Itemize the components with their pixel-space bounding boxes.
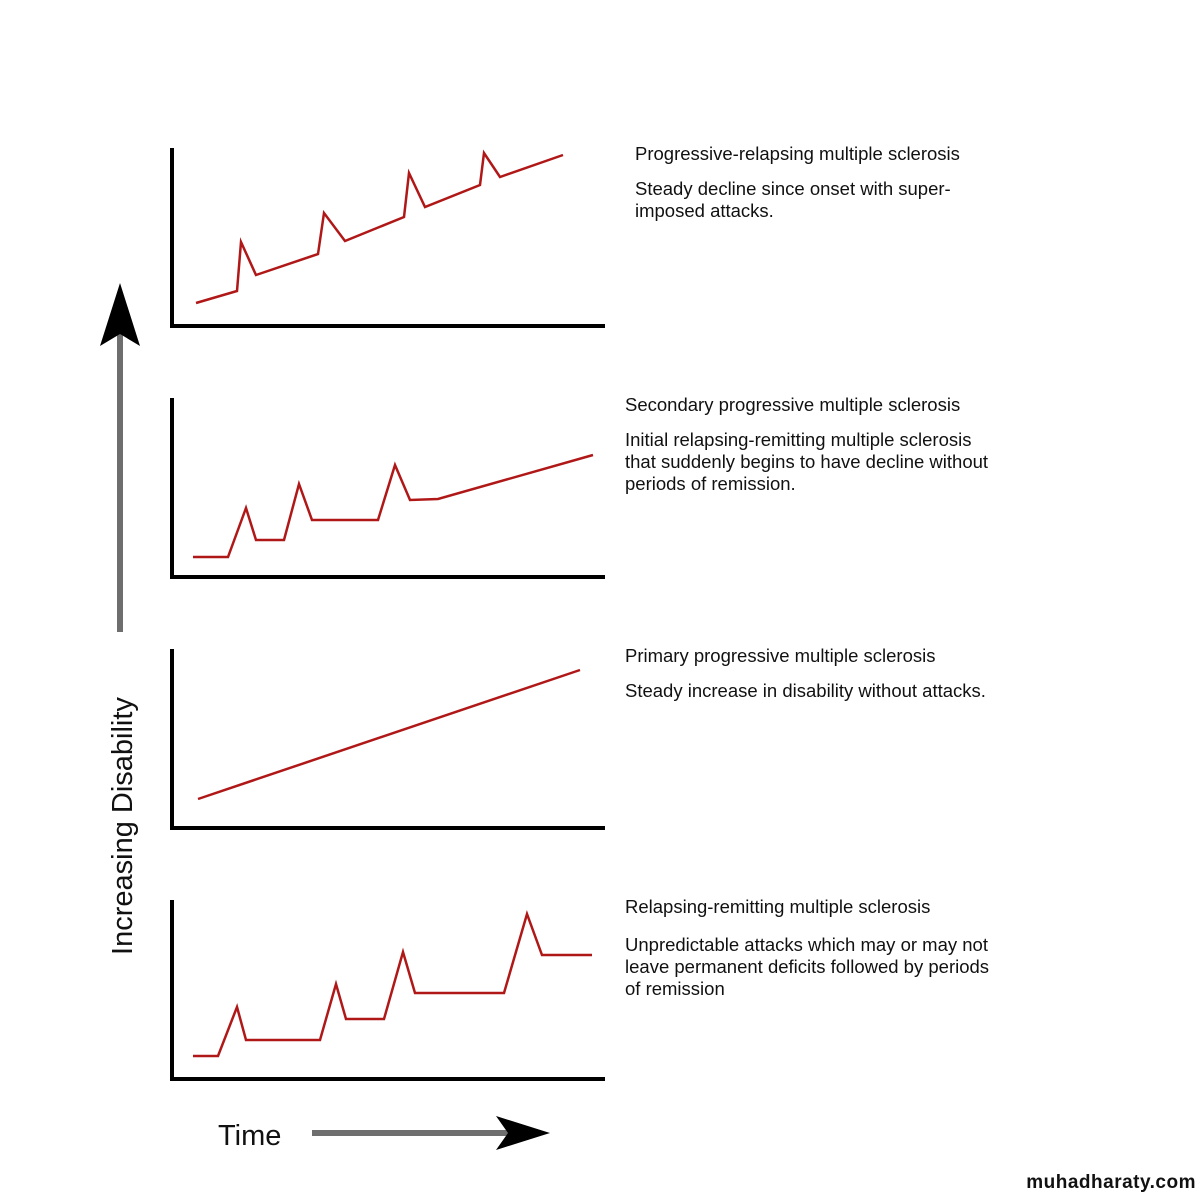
x-axis-label: Time <box>218 1120 281 1152</box>
x-arrow-head <box>496 1116 550 1150</box>
y-axis-label: Increasing Disability <box>107 697 139 955</box>
panel-title: Relapsing-remitting multiple sclerosis <box>625 896 930 917</box>
axes <box>170 148 605 328</box>
panel-description: periods of remission. <box>625 473 796 494</box>
panel: Secondary progressive multiple sclerosis… <box>170 394 988 579</box>
panel-description: Initial relapsing-remitting multiple scl… <box>625 429 972 450</box>
curve <box>195 149 564 305</box>
axes <box>170 649 605 830</box>
panel-description: imposed attacks. <box>635 200 774 221</box>
panel-description: Unpredictable attacks which may or may n… <box>625 934 988 955</box>
axes <box>170 398 605 579</box>
panel-description: Steady decline since onset with super- <box>635 178 951 199</box>
curve <box>193 453 594 559</box>
curve <box>197 668 581 801</box>
panel-description: that suddenly begins to have decline wit… <box>625 451 988 472</box>
y-arrow-head <box>100 283 140 346</box>
curve <box>193 909 592 1058</box>
panel-description: of remission <box>625 978 725 999</box>
axes <box>170 900 605 1081</box>
panel-title: Primary progressive multiple sclerosis <box>625 645 935 666</box>
panel: Primary progressive multiple sclerosis S… <box>170 645 986 830</box>
panel-title: Secondary progressive multiple sclerosis <box>625 394 960 415</box>
panel-title: Progressive-relapsing multiple sclerosis <box>635 143 960 164</box>
panel-description: leave permanent deficits followed by per… <box>625 956 989 977</box>
panel: Relapsing-remitting multiple sclerosis U… <box>170 896 989 1081</box>
watermark: muhadharaty.com <box>1026 1172 1196 1193</box>
panel: Progressive-relapsing multiple sclerosis… <box>170 143 960 328</box>
panel-description: Steady increase in disability without at… <box>625 680 986 701</box>
